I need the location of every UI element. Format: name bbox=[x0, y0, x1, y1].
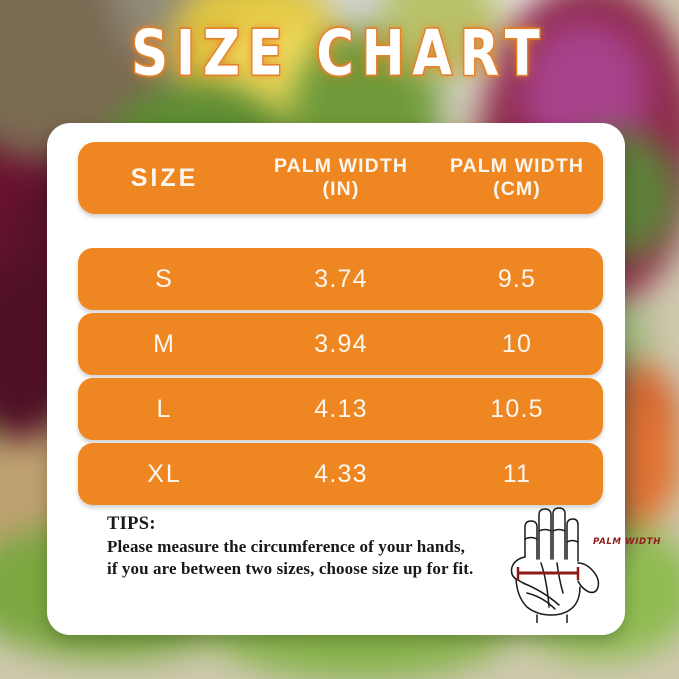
cell-palm-width-cm: 11 bbox=[431, 460, 603, 489]
tips-heading: TIPS: bbox=[107, 514, 156, 534]
cell-palm-width-in-value: 4.13 bbox=[314, 394, 368, 423]
cell-size: L bbox=[78, 395, 251, 424]
cell-palm-width-cm: 10.5 bbox=[431, 395, 603, 424]
cell-size: S bbox=[78, 265, 251, 294]
table-row[interactable]: M 3.94 10 bbox=[78, 313, 603, 375]
cell-palm-width-in-value: 3.74 bbox=[314, 264, 368, 293]
tips-section: TIPS: Please measure the circumference o… bbox=[107, 512, 507, 580]
table-row[interactable]: XL 4.33 11 bbox=[78, 443, 603, 505]
cell-palm-width-in: 3.74 bbox=[251, 265, 431, 294]
cell-size-value: S bbox=[155, 264, 174, 293]
cell-size-value: XL bbox=[147, 459, 182, 488]
cell-palm-width-cm-value: 10.5 bbox=[490, 394, 544, 423]
tips-line-1: Please measure the circumference of your… bbox=[107, 537, 466, 556]
cell-palm-width-cm-value: 10 bbox=[501, 329, 533, 358]
cell-palm-width-in: 3.94 bbox=[251, 330, 431, 359]
hand-outline-icon bbox=[510, 507, 600, 623]
table-row[interactable]: L 4.13 10.5 bbox=[78, 378, 603, 440]
cell-palm-width-cm-value: 9.5 bbox=[497, 264, 537, 293]
cell-size-value: L bbox=[156, 394, 173, 423]
header-cell-palm-width-in: PALM WIDTH (IN) bbox=[251, 155, 431, 201]
size-table: SIZE PALM WIDTH (IN) PALM WIDTH (CM) S 3… bbox=[78, 142, 603, 508]
size-chart-card: SIZE PALM WIDTH (IN) PALM WIDTH (CM) S 3… bbox=[47, 123, 660, 635]
cell-size: M bbox=[78, 330, 251, 359]
header-palm-width-in-main: PALM WIDTH bbox=[273, 155, 409, 177]
cell-palm-width-cm: 10 bbox=[431, 330, 603, 359]
header-cell-palm-width-cm: PALM WIDTH (CM) bbox=[431, 155, 603, 201]
palm-width-label: PALM WIDTH bbox=[593, 537, 662, 547]
cell-size: XL bbox=[78, 460, 251, 489]
cell-palm-width-in: 4.33 bbox=[251, 460, 431, 489]
cell-size-value: M bbox=[153, 329, 176, 358]
table-row[interactable]: S 3.74 9.5 bbox=[78, 248, 603, 310]
header-palm-width-in-unit: (IN) bbox=[322, 178, 360, 200]
header-palm-width-cm-main: PALM WIDTH bbox=[449, 155, 585, 177]
cell-palm-width-in-value: 3.94 bbox=[314, 329, 368, 358]
cell-palm-width-in: 4.13 bbox=[251, 395, 431, 424]
tips-line-2: if you are between two sizes, choose siz… bbox=[107, 559, 474, 578]
cell-palm-width-cm-value: 11 bbox=[502, 459, 532, 488]
table-header-row: SIZE PALM WIDTH (IN) PALM WIDTH (CM) bbox=[78, 142, 603, 214]
cell-palm-width-cm: 9.5 bbox=[431, 265, 603, 294]
cell-palm-width-in-value: 4.33 bbox=[314, 459, 368, 488]
hand-diagram: PALM WIDTH bbox=[485, 501, 660, 623]
header-palm-width-cm-unit: (CM) bbox=[493, 178, 541, 200]
header-cell-size: SIZE bbox=[130, 164, 199, 192]
